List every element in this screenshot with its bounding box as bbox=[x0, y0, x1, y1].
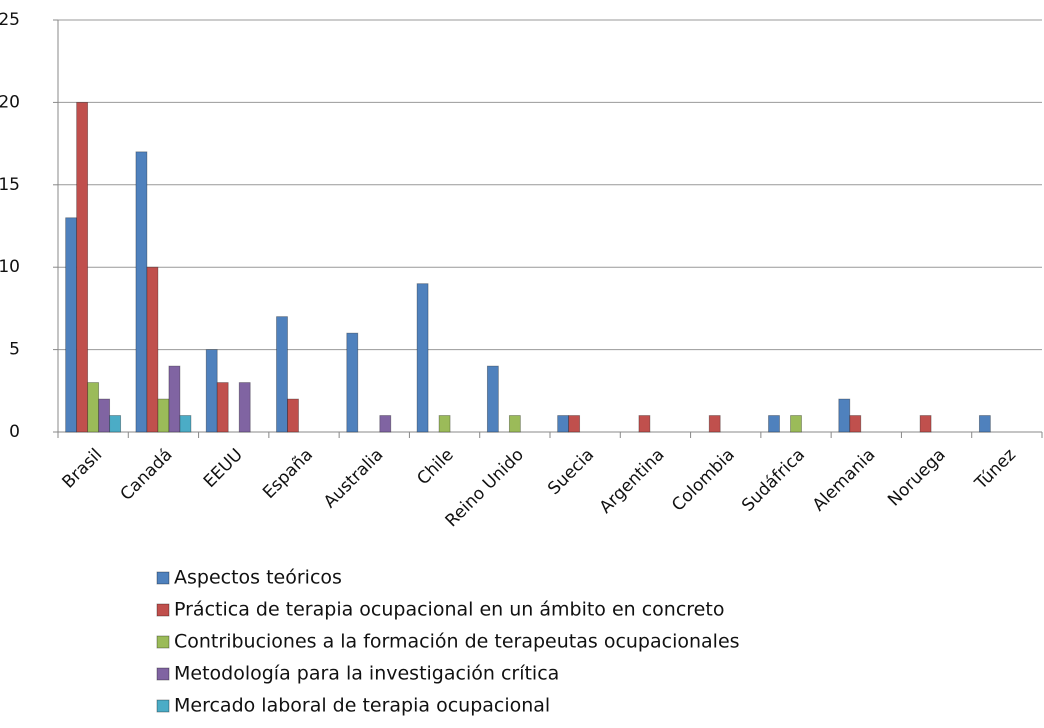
x-tick-label: Chile bbox=[413, 445, 457, 489]
bar bbox=[486, 365, 499, 433]
legend-swatch bbox=[156, 635, 170, 649]
legend-label: Mercado laboral de terapia ocupacional bbox=[174, 695, 550, 717]
x-tick-label: Suecia bbox=[544, 445, 598, 499]
x-tick-label: Canadá bbox=[117, 445, 177, 505]
x-tick-label: Túnez bbox=[971, 445, 1020, 494]
y-tick-label: 0 bbox=[9, 422, 20, 442]
bar bbox=[65, 217, 78, 433]
bar bbox=[790, 415, 802, 433]
legend-label: Práctica de terapia ocupacional en un ám… bbox=[174, 599, 724, 621]
bar bbox=[216, 382, 229, 433]
bar bbox=[708, 415, 721, 433]
bar bbox=[346, 332, 359, 433]
bar bbox=[508, 415, 521, 433]
bar bbox=[135, 151, 148, 433]
bar bbox=[179, 415, 192, 433]
bar bbox=[978, 415, 991, 433]
bar bbox=[379, 415, 392, 433]
bar bbox=[568, 415, 581, 433]
y-tick-label: 25 bbox=[0, 10, 20, 30]
x-tick-label: Australia bbox=[320, 445, 387, 512]
bar bbox=[168, 365, 181, 433]
y-tick-label: 10 bbox=[0, 257, 20, 277]
legend-swatch bbox=[156, 603, 170, 617]
bar bbox=[416, 283, 429, 433]
legend-label: Contribuciones a la formación de terapeu… bbox=[174, 631, 740, 653]
x-tick-label: España bbox=[259, 445, 317, 503]
y-tick-label: 5 bbox=[9, 340, 20, 360]
bar bbox=[109, 415, 122, 433]
bar bbox=[87, 382, 100, 433]
legend-swatch bbox=[156, 571, 170, 585]
bar bbox=[838, 398, 851, 433]
bar bbox=[768, 415, 780, 433]
bar bbox=[919, 415, 932, 433]
legend-swatch bbox=[156, 699, 170, 713]
y-tick-label: 20 bbox=[0, 92, 20, 112]
bar bbox=[146, 266, 159, 433]
x-tick-label: Noruega bbox=[884, 445, 949, 510]
y-tick-label: 15 bbox=[0, 175, 20, 195]
bar bbox=[276, 316, 288, 433]
legend-swatch bbox=[156, 667, 170, 681]
legend-label: Metodología para la investigación crític… bbox=[174, 663, 559, 685]
x-tick-label: Colombia bbox=[668, 445, 739, 516]
legend-label: Aspectos teóricos bbox=[174, 567, 342, 589]
bar bbox=[638, 415, 651, 433]
bar bbox=[287, 398, 299, 433]
x-tick-label: Argentina bbox=[596, 445, 669, 518]
x-tick-label: Sudáfrica bbox=[738, 445, 809, 516]
bar bbox=[238, 382, 251, 433]
bar bbox=[438, 415, 451, 433]
bar bbox=[157, 398, 170, 433]
bar bbox=[849, 415, 862, 433]
bar bbox=[205, 349, 218, 433]
bar bbox=[98, 398, 111, 433]
bar bbox=[76, 102, 89, 433]
x-tick-label: Brasil bbox=[59, 445, 107, 493]
x-tick-label: Alemania bbox=[809, 445, 880, 516]
bar bbox=[557, 415, 570, 433]
x-tick-label: EEUU bbox=[200, 445, 247, 492]
